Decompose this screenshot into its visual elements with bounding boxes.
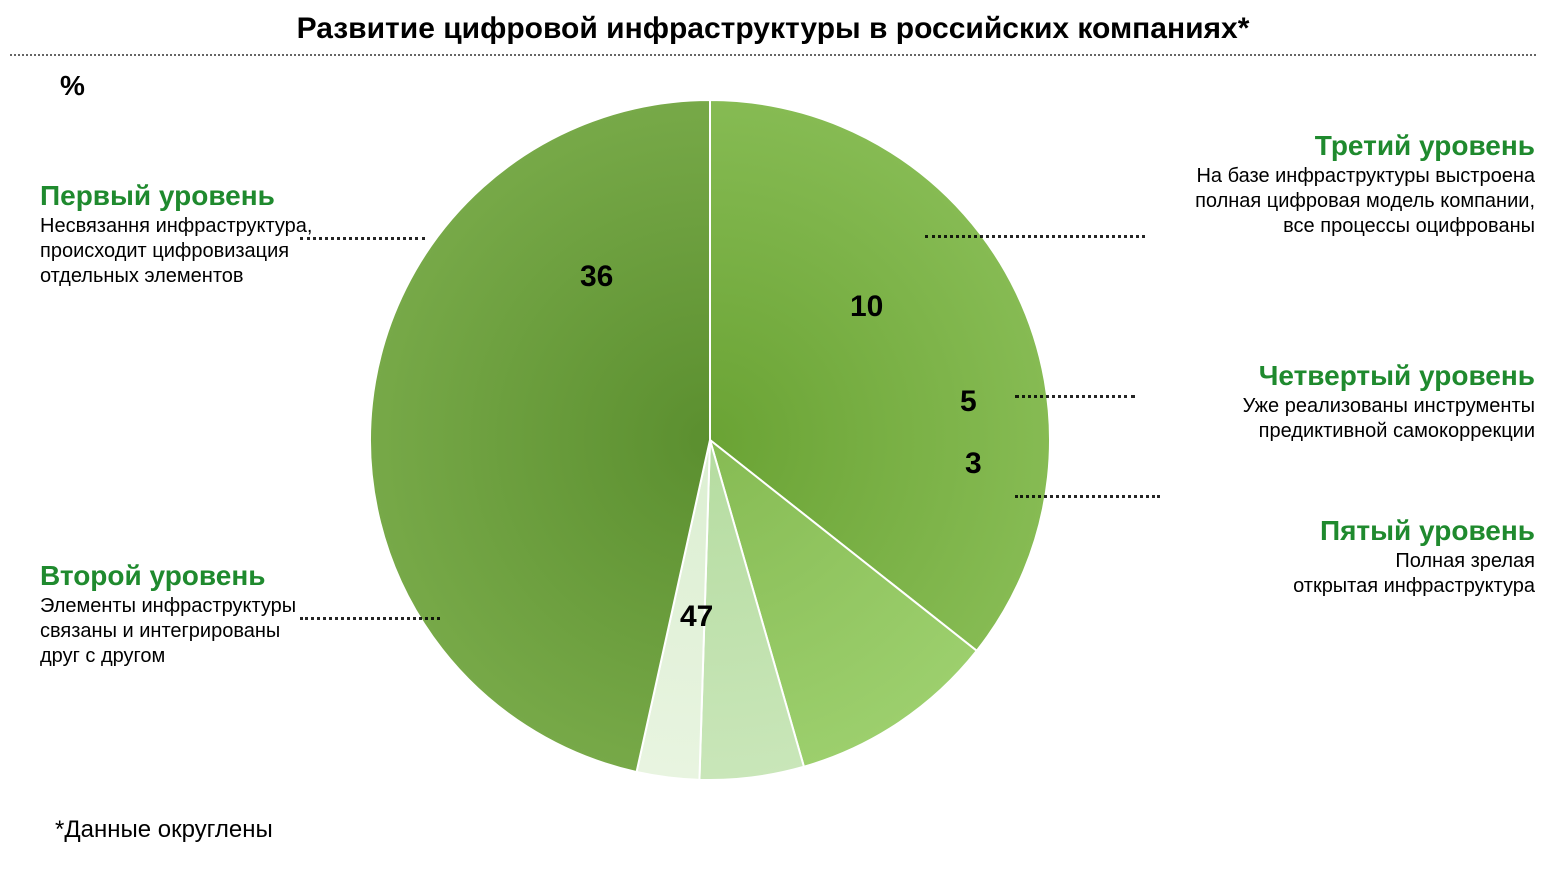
label-level1: Первый уровень Несвязання инфраструктура… (40, 180, 360, 289)
slice-value-level5: 3 (965, 447, 982, 481)
label-level4-desc: Уже реализованы инструменты предиктивной… (1135, 394, 1535, 444)
leader-level4 (1015, 395, 1135, 398)
label-level5-title: Пятый уровень (1135, 515, 1535, 547)
leader-level3 (925, 235, 1145, 238)
label-level2-desc: Элементы инфраструктуры связаны и интегр… (40, 594, 360, 669)
label-level4: Четвертый уровень Уже реализованы инстру… (1135, 360, 1535, 444)
label-level1-desc: Несвязання инфраструктура, происходит ци… (40, 214, 360, 289)
label-level2: Второй уровень Элементы инфраструктуры с… (40, 560, 360, 669)
pie-slice-level2 (370, 100, 710, 772)
slice-value-level3: 10 (850, 290, 883, 324)
slice-value-level4: 5 (960, 385, 977, 419)
slice-value-level2: 47 (680, 600, 713, 634)
footnote: *Данные округлены (55, 816, 273, 844)
label-level1-title: Первый уровень (40, 180, 360, 212)
leader-level2 (300, 617, 440, 620)
label-level3-title: Третий уровень (1135, 130, 1535, 162)
label-level4-title: Четвертый уровень (1135, 360, 1535, 392)
label-level3-desc: На базе инфраструктуры выстроена полная … (1135, 164, 1535, 239)
label-level5: Пятый уровень Полная зрелая открытая инф… (1135, 515, 1535, 599)
label-level5-desc: Полная зрелая открытая инфраструктура (1135, 549, 1535, 599)
slice-value-level1: 36 (580, 260, 613, 294)
leader-level5 (1015, 495, 1160, 498)
label-level2-title: Второй уровень (40, 560, 360, 592)
leader-level1 (300, 237, 425, 240)
label-level3: Третий уровень На базе инфраструктуры вы… (1135, 130, 1535, 239)
